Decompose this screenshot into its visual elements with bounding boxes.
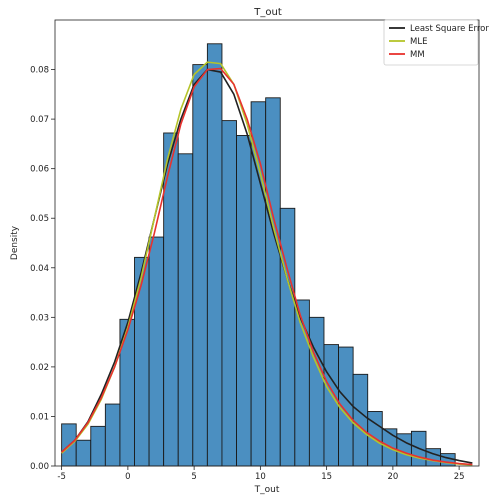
x-tick-label: 15 [321, 472, 332, 482]
y-tick-label: 0.05 [30, 214, 49, 224]
histogram-bar [177, 153, 194, 467]
series-line-2 [61, 67, 473, 466]
histogram-bar [338, 346, 354, 467]
y-tick-label: 0.00 [30, 462, 49, 472]
y-tick-label: 0.01 [30, 412, 49, 422]
y-tick-label: 0.08 [30, 66, 49, 76]
histogram-bar [265, 97, 281, 467]
plot-frame [54, 19, 480, 467]
x-tick-label: 0 [125, 472, 130, 482]
histogram-bar [279, 207, 296, 467]
histogram-bar [192, 64, 208, 467]
x-tick-label: 5 [191, 472, 196, 482]
x-tick-label: -5 [57, 472, 65, 482]
histogram-bar [206, 43, 223, 467]
x-tick-label: 25 [454, 472, 465, 482]
histogram-bars [61, 43, 456, 467]
histogram-bar [308, 316, 325, 467]
histogram-bar [352, 373, 369, 467]
fit-curves [61, 61, 473, 466]
histogram-bar [148, 236, 165, 467]
chart-title: T_out [253, 7, 282, 18]
x-tick-label: 10 [255, 472, 266, 482]
histogram-bar [104, 403, 121, 467]
histogram-bar [236, 135, 252, 467]
x-axis: -5 0 5 10 15 20 25 [57, 466, 465, 482]
x-tick-label: 20 [387, 472, 398, 482]
legend: Least Square Error MLE MM [383, 19, 489, 66]
histogram-bar [294, 299, 310, 467]
series-line-0 [61, 68, 473, 464]
series-line-1 [61, 61, 473, 466]
legend-label-1: MLE [410, 37, 427, 47]
legend-label-0: Least Square Error [410, 24, 489, 34]
y-tick-label: 0.03 [30, 313, 49, 323]
legend-box [383, 19, 479, 66]
y-tick-label: 0.04 [30, 264, 49, 274]
histogram-bar [323, 344, 340, 467]
y-tick-label: 0.07 [30, 115, 49, 125]
y-tick-label: 0.02 [30, 363, 49, 373]
histogram-bar [221, 120, 237, 467]
histogram-bar [75, 439, 92, 467]
y-axis: 0.00 0.01 0.02 0.03 0.04 0.05 0.06 0.07 0.08 [30, 66, 55, 472]
legend-label-2: MM [410, 50, 425, 60]
y-axis-title: Density [10, 225, 20, 260]
x-axis-title: T_out [254, 485, 280, 495]
y-tick-label: 0.06 [30, 165, 49, 175]
histogram-bar [90, 425, 106, 467]
